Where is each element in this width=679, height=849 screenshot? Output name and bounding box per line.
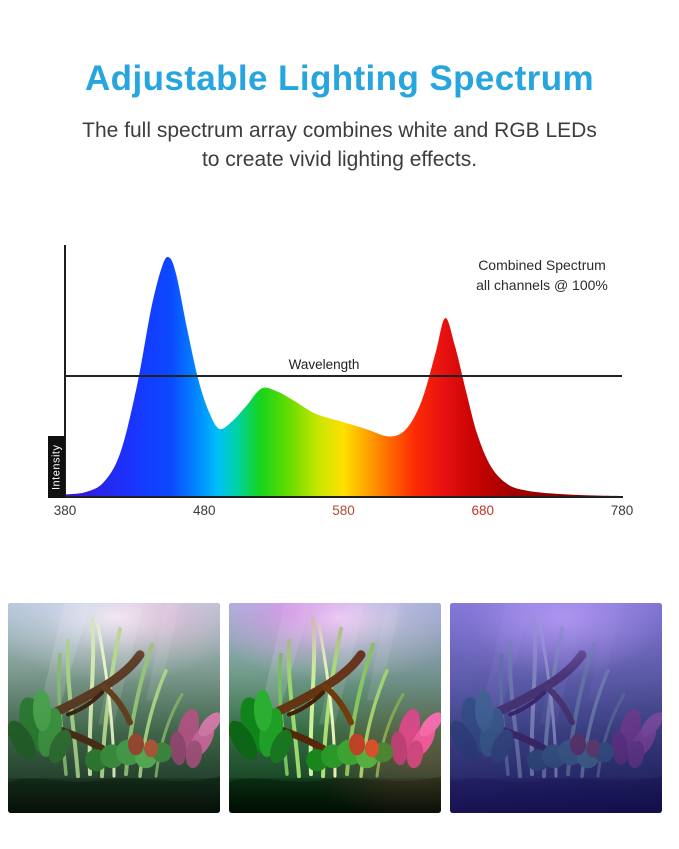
wavelength-label: Wavelength — [288, 357, 360, 372]
x-axis-tick-label: 480 — [192, 503, 216, 518]
aquarium-photo-2 — [229, 603, 441, 813]
annotation-line-2: all channels @ 100% — [476, 277, 608, 293]
x-axis-line — [64, 496, 623, 498]
y-axis-line — [64, 245, 66, 497]
x-axis-ticks: 380 480 580 680 780 — [54, 503, 634, 523]
x-axis-tick-label: 580 — [332, 503, 355, 518]
aquarium-photo-3 — [450, 603, 662, 813]
page-title: Adjustable Lighting Spectrum — [85, 59, 594, 99]
spectrum-area-svg — [65, 256, 622, 497]
x-axis-tick-label: 680 — [471, 503, 495, 518]
spectrum-chart: Wavelength Combined Spectrum all channel… — [48, 245, 633, 518]
annotation-line-1: Combined Spectrum — [478, 257, 606, 273]
x-axis-tick-label: 780 — [610, 503, 634, 518]
lighting-effect-photos — [8, 603, 662, 813]
intensity-axis-label: Intensity — [48, 436, 65, 498]
aquarium-scene-art — [450, 603, 662, 813]
page-subtitle: The full spectrum array combines white a… — [0, 116, 679, 174]
wavelength-line: Wavelength — [65, 357, 622, 377]
subtitle-line-2: to create vivid lighting effects. — [201, 148, 478, 171]
aquarium-scene-art — [229, 603, 441, 813]
subtitle-line-1: The full spectrum array combines white a… — [82, 119, 597, 142]
x-axis-tick-label: 380 — [53, 503, 77, 518]
aquarium-scene-art — [8, 603, 220, 813]
aquarium-photo-1 — [8, 603, 220, 813]
spectrum-area-path — [65, 256, 622, 497]
chart-annotation: Combined Spectrum all channels @ 100% — [456, 255, 628, 295]
